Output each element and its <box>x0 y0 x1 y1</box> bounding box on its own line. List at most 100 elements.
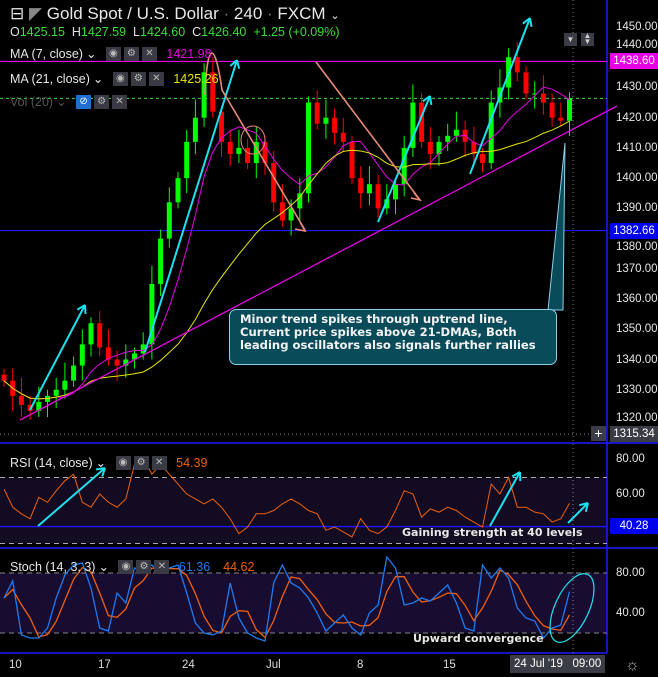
price-tick: 1320.00 <box>616 412 658 424</box>
price-tick: 1350.00 <box>616 323 658 336</box>
candle <box>236 147 242 154</box>
vol-label: Vol (20) <box>10 94 54 109</box>
eye-icon[interactable]: ◉ <box>112 71 128 86</box>
legend-ma21[interactable]: MA (21, close) ⌄ ◉ ⚙ ✕ 1425.26 <box>10 71 219 86</box>
high-value: 1427.59 <box>80 25 127 39</box>
close-icon[interactable]: ✕ <box>154 559 170 574</box>
settings-sun-icon[interactable]: ☼ <box>625 657 640 674</box>
arrow-annotation <box>469 17 531 175</box>
candle <box>480 153 485 164</box>
price-tick: 1430.00 <box>616 81 658 94</box>
candle <box>245 147 251 164</box>
candle <box>358 178 364 194</box>
arrow-annotation <box>489 471 521 527</box>
time-tick: 10 <box>9 659 22 671</box>
gear-icon[interactable]: ⚙ <box>136 559 152 574</box>
candle <box>471 141 477 154</box>
arrow-head <box>294 192 423 233</box>
candle <box>340 132 346 142</box>
rsi-tick: 80.00 <box>616 453 645 465</box>
chevron-down-icon[interactable]: ⌄ <box>85 47 97 61</box>
interval[interactable]: 240 <box>233 4 263 23</box>
candle <box>219 111 224 142</box>
close-icon[interactable]: ✕ <box>112 94 128 109</box>
price-tick: 1440.00 <box>616 39 658 51</box>
callout-pointer <box>547 142 566 311</box>
uptrend-line <box>19 105 618 421</box>
close-label: C <box>192 25 202 39</box>
close-icon[interactable]: ✕ <box>151 455 167 470</box>
open-label: O <box>10 25 20 39</box>
candle <box>184 141 190 179</box>
legend-vol[interactable]: Vol (20) ⌄ ⊘ ⚙ ✕ <box>10 94 128 109</box>
candle <box>123 359 129 366</box>
candle <box>366 184 372 194</box>
stoch-d-value: 44.62 <box>223 559 255 574</box>
eye-icon[interactable]: ◉ <box>105 46 121 61</box>
callout-annotation[interactable]: Minor trend spikes through uptrend line,… <box>229 309 557 365</box>
plus-icon[interactable]: + <box>591 426 606 441</box>
eye-hidden-icon[interactable]: ⊘ <box>76 94 92 109</box>
gear-icon[interactable]: ⚙ <box>94 94 110 109</box>
ellipse-annotation <box>549 573 595 643</box>
chevron-down-icon[interactable]: ⌄ <box>98 560 109 574</box>
chevron-down-icon[interactable]: ⌄ <box>56 95 67 109</box>
eye-icon[interactable]: ◉ <box>118 559 134 574</box>
arrow-annotation <box>567 502 589 524</box>
chevron-down-icon[interactable]: ⌄ <box>92 72 104 86</box>
candle <box>445 135 451 142</box>
scale-icon[interactable]: ▲ ▼ <box>581 32 594 46</box>
chevron-down-icon[interactable]: ⌄ <box>330 10 340 22</box>
stoch-k-value: 61.36 <box>178 559 211 574</box>
arrow-annotation <box>29 304 86 411</box>
candle <box>79 344 85 366</box>
candle <box>453 129 459 136</box>
stoch-note[interactable]: Upward convergence <box>413 632 544 645</box>
ma7-label: MA (7, close) <box>10 46 83 61</box>
scroll-down-icon[interactable]: ▼ <box>564 33 577 46</box>
candle <box>105 347 111 360</box>
candle <box>532 93 538 95</box>
gear-icon[interactable]: ⚙ <box>123 46 139 61</box>
legend-rsi[interactable]: RSI (14, close) ⌄ ◉ ⚙ ✕ 54.39 <box>10 455 207 470</box>
ma7-line <box>3 86 570 400</box>
arrow-head <box>229 59 238 67</box>
ma7-value: 1421.98 <box>166 46 212 61</box>
cursor-time-tag: 24 Jul '19 09:00 <box>510 655 606 673</box>
resistance-price-tag: 1438.60 <box>610 53 658 69</box>
price-tick: 1360.00 <box>616 293 658 306</box>
arrow-head <box>84 304 87 315</box>
legend-stoch[interactable]: Stoch (14, 3, 3) ⌄ ◉ ⚙ ✕ 61.36 44.62 <box>10 559 254 574</box>
candle <box>436 141 442 154</box>
symbol-header[interactable]: ⊟ ◤ Gold Spot / U.S. Dollar · 240 · FXCM… <box>10 4 340 23</box>
rsi-note[interactable]: Gaining strength at 40 levels <box>402 526 583 539</box>
gear-icon[interactable]: ⚙ <box>133 455 149 470</box>
high-label: H <box>71 25 81 39</box>
eye-icon[interactable]: ◉ <box>115 455 131 470</box>
low-value: 1424.60 <box>140 25 186 39</box>
arrow-head <box>95 467 106 471</box>
candle <box>375 184 381 209</box>
candle <box>227 141 233 154</box>
close-icon[interactable]: ✕ <box>148 71 164 86</box>
exchange: FXCM <box>277 4 326 23</box>
chevron-down-icon[interactable]: ⌄ <box>95 456 107 470</box>
candle <box>132 353 137 360</box>
candle <box>149 283 155 345</box>
candle <box>1 374 7 381</box>
collapse-icon[interactable]: ⊟ <box>10 4 25 23</box>
gear-icon[interactable]: ⚙ <box>130 71 146 86</box>
arrow-annotation <box>144 59 238 353</box>
candle <box>288 208 294 221</box>
candle <box>314 102 320 124</box>
candle <box>201 72 207 118</box>
candle <box>393 184 398 200</box>
rsi-label: RSI (14, close) <box>10 455 93 470</box>
candle <box>36 401 42 411</box>
close-icon[interactable]: ✕ <box>141 46 157 61</box>
arrow-head <box>522 17 531 25</box>
legend-ma7[interactable]: MA (7, close) ⌄ ◉ ⚙ ✕ 1421.98 <box>10 46 212 61</box>
symbol-name: Gold Spot / U.S. Dollar <box>46 4 219 23</box>
